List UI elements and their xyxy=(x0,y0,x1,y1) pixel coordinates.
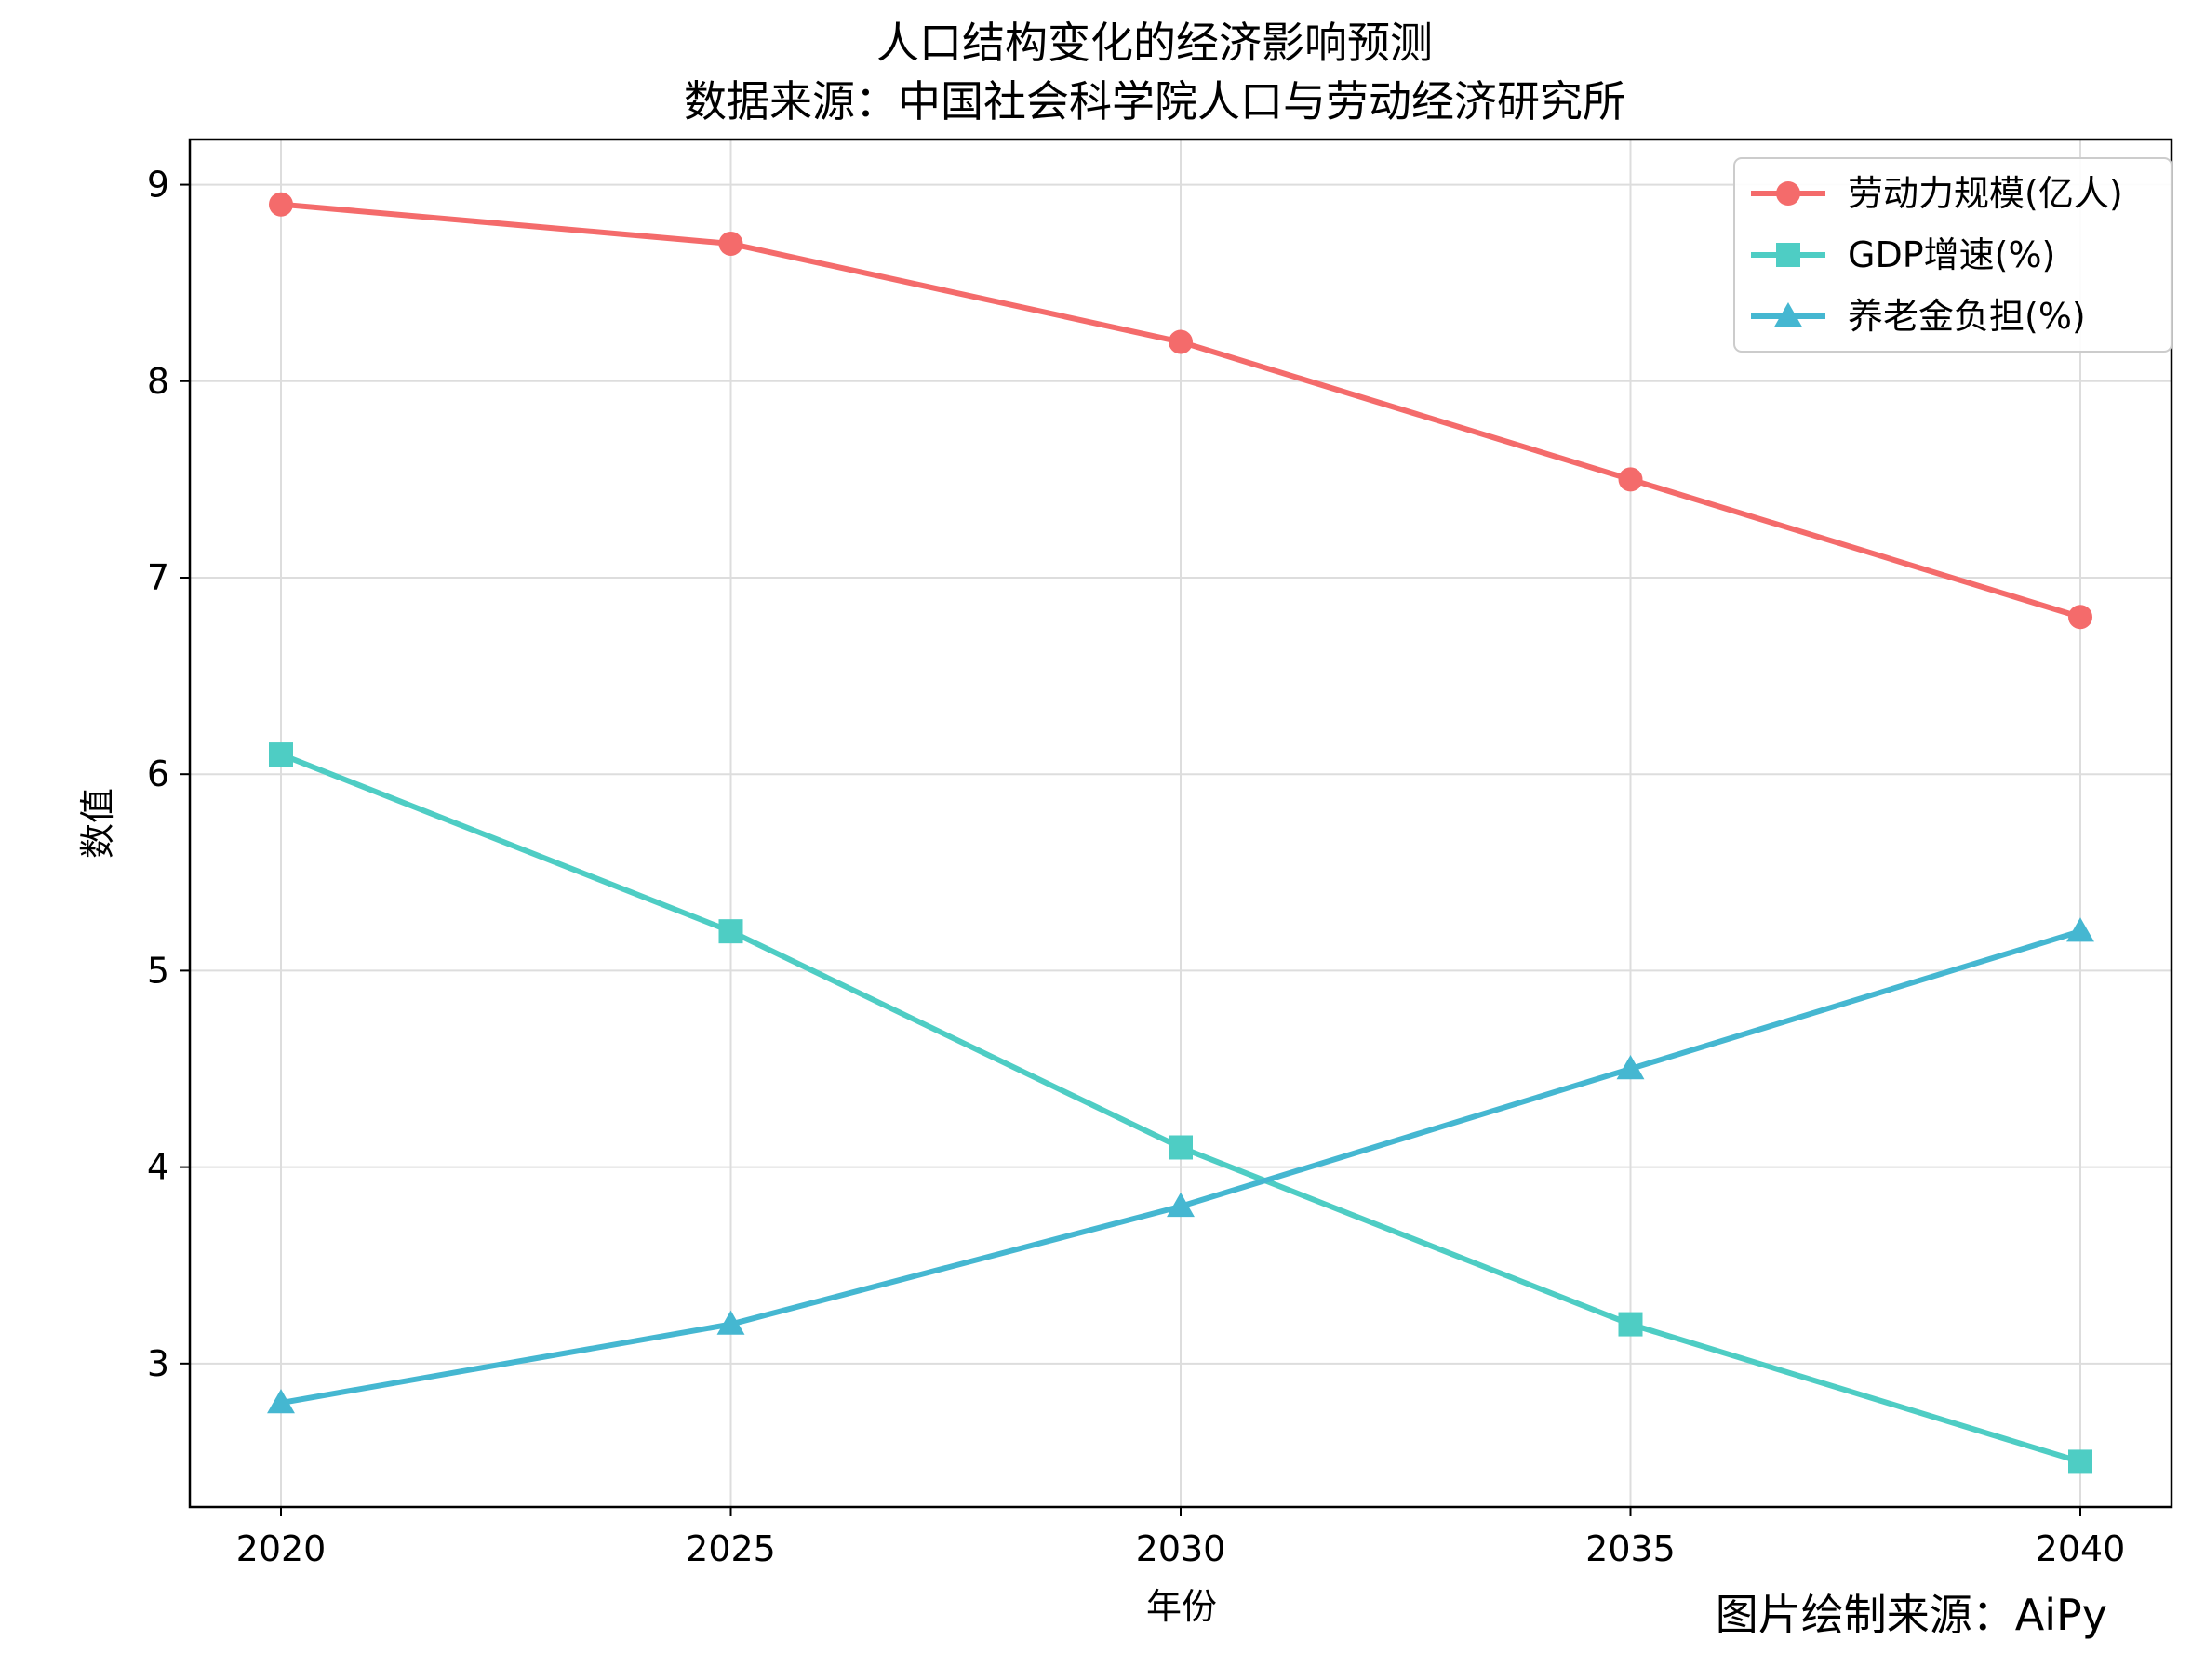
y-tick-label: 4 xyxy=(147,1147,169,1188)
chart-subtitle: 数据来源：中国社会科学院人口与劳动经济研究所 xyxy=(684,76,1625,127)
data-point xyxy=(1616,1055,1645,1080)
data-point xyxy=(716,1310,745,1335)
data-point xyxy=(2066,917,2094,942)
series-3 xyxy=(267,917,2094,1414)
y-tick-label: 5 xyxy=(147,950,169,991)
data-point xyxy=(718,919,743,944)
data-point xyxy=(2068,1449,2092,1474)
data-point xyxy=(2068,605,2092,630)
data-point xyxy=(267,1389,295,1414)
data-point xyxy=(1169,329,1193,354)
legend-marker xyxy=(1774,302,1802,327)
data-point xyxy=(718,231,743,256)
legend-label: 养老金负担(%) xyxy=(1848,296,2086,337)
data-point xyxy=(269,192,293,217)
series-layer xyxy=(267,192,2094,1474)
legend-label: 劳动力规模(亿人) xyxy=(1848,173,2123,214)
data-point xyxy=(1618,467,1643,492)
legend-marker xyxy=(1776,181,1800,206)
legend-label: GDP增速(%) xyxy=(1848,234,2055,275)
series-2 xyxy=(269,742,2092,1474)
plot-frame xyxy=(188,138,2173,1509)
tick-labels: 2020 2025 2030 2035 2040 3 4 5 6 7 8 9 xyxy=(147,165,2126,1569)
y-tick-label: 9 xyxy=(147,165,169,206)
chart-title: 人口结构变化的经济影响预测 xyxy=(876,18,1433,68)
legend-box xyxy=(1733,157,2172,353)
data-point xyxy=(1167,1192,1195,1218)
y-tick-label: 7 xyxy=(147,557,169,598)
data-point xyxy=(1618,1312,1643,1337)
source-credit: 图片绘制来源：AiPy xyxy=(1716,1590,2107,1640)
y-tick-label: 8 xyxy=(147,361,169,402)
x-tick-label: 2035 xyxy=(1585,1528,1676,1569)
series-1 xyxy=(269,192,2092,630)
y-axis-label: 数值 xyxy=(77,788,118,859)
x-tick-label: 2040 xyxy=(2036,1528,2126,1569)
y-tick-label: 6 xyxy=(147,753,169,794)
legend: 劳动力规模(亿人) GDP增速(%) 养老金负担(%) xyxy=(1733,157,2172,353)
x-tick-label: 2030 xyxy=(1136,1528,1226,1569)
legend-marker xyxy=(1776,243,1800,267)
x-tick-label: 2025 xyxy=(686,1528,776,1569)
data-point xyxy=(269,742,293,767)
y-tick-label: 3 xyxy=(147,1343,169,1384)
x-axis-label: 年份 xyxy=(1146,1586,1217,1627)
x-tick-label: 2020 xyxy=(236,1528,327,1569)
data-point xyxy=(1169,1135,1193,1160)
grid xyxy=(190,140,2172,1507)
